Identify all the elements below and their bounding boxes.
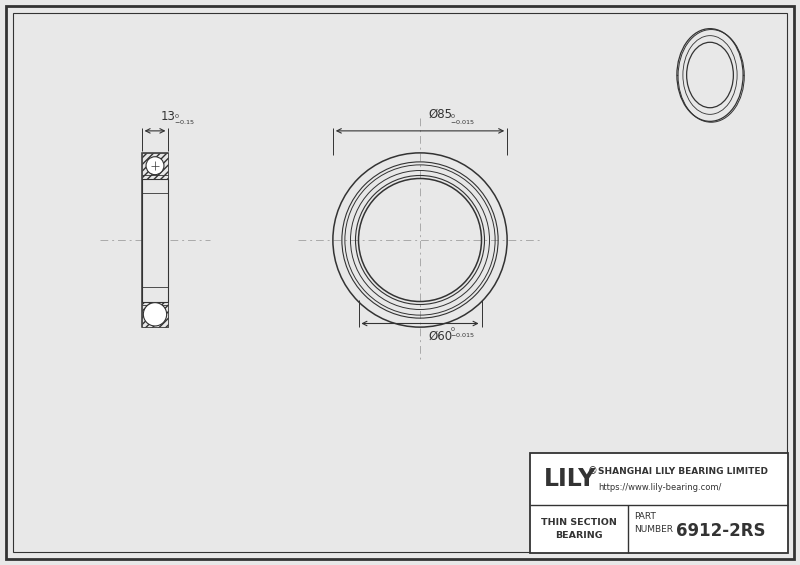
Text: 6912-2RS: 6912-2RS — [676, 522, 766, 540]
Text: THIN SECTION
BEARING: THIN SECTION BEARING — [541, 518, 617, 540]
Circle shape — [146, 157, 164, 175]
Text: ®: ® — [588, 466, 598, 476]
Text: PART
NUMBER: PART NUMBER — [634, 512, 673, 534]
Bar — [142, 153, 168, 327]
Text: https://www.lily-bearing.com/: https://www.lily-bearing.com/ — [598, 483, 722, 492]
Text: $^{0}_{-0.15}$: $^{0}_{-0.15}$ — [174, 112, 195, 127]
Text: $^{0}_{-0.015}$: $^{0}_{-0.015}$ — [450, 112, 475, 127]
Text: Ø60: Ø60 — [428, 329, 452, 342]
Text: 13: 13 — [161, 110, 176, 123]
Circle shape — [143, 303, 166, 326]
Bar — [530, 453, 788, 553]
Bar — [142, 153, 168, 179]
Text: LILY: LILY — [544, 467, 596, 491]
Bar — [142, 179, 168, 302]
Text: SHANGHAI LILY BEARING LIMITED: SHANGHAI LILY BEARING LIMITED — [598, 467, 768, 476]
Text: $^{0}_{-0.015}$: $^{0}_{-0.015}$ — [450, 325, 475, 341]
Bar — [142, 302, 168, 327]
Text: Ø85: Ø85 — [428, 108, 452, 121]
